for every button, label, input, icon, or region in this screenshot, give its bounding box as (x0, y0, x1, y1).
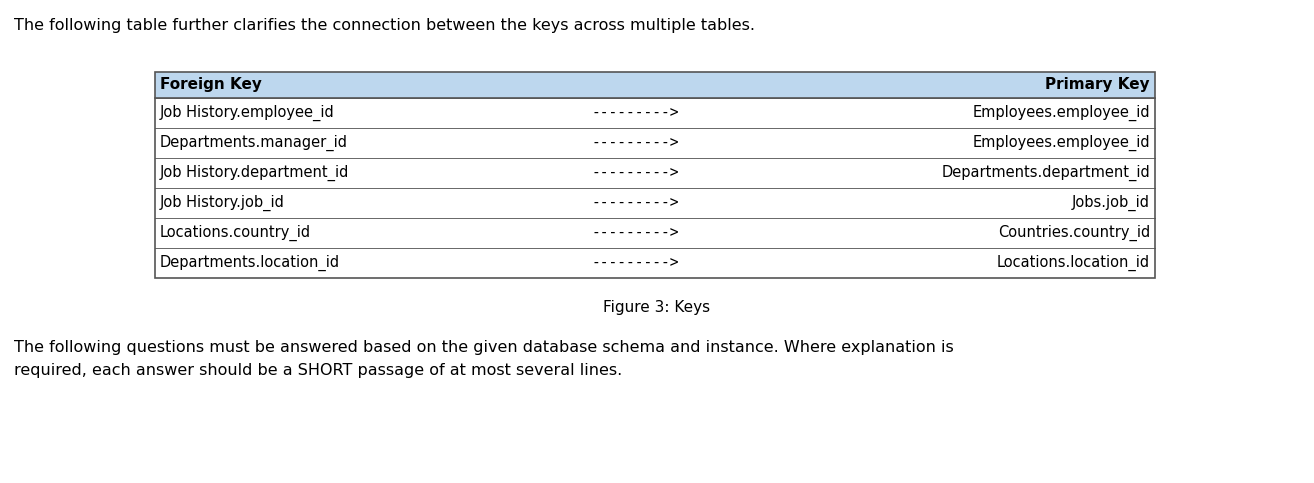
Bar (155, 128, 1155, 158)
Bar (155, 218, 1155, 248)
Text: --------->: ---------> (591, 226, 679, 241)
Text: --------->: ---------> (591, 196, 679, 211)
Bar (155, 72, 1155, 278)
Text: The following table further clarifies the connection between the keys across mul: The following table further clarifies th… (14, 18, 756, 33)
Bar (155, 158, 1155, 188)
Text: Jobs.job_id: Jobs.job_id (1072, 195, 1150, 211)
Text: Job History.department_id: Job History.department_id (160, 165, 350, 181)
Text: Employees.employee_id: Employees.employee_id (972, 135, 1150, 151)
Text: Primary Key: Primary Key (1046, 77, 1150, 93)
Bar (155, 188, 1155, 218)
Text: Figure 3: Keys: Figure 3: Keys (603, 300, 711, 315)
Text: Departments.department_id: Departments.department_id (941, 165, 1150, 181)
Bar (155, 72, 1155, 98)
Text: Departments.location_id: Departments.location_id (160, 255, 340, 271)
Text: Departments.manager_id: Departments.manager_id (160, 135, 348, 151)
Bar (155, 248, 1155, 278)
Text: --------->: ---------> (591, 256, 679, 270)
Bar (155, 98, 1155, 128)
Text: The following questions must be answered based on the given database schema and : The following questions must be answered… (14, 340, 954, 378)
Text: Job History.job_id: Job History.job_id (160, 195, 285, 211)
Text: Foreign Key: Foreign Key (160, 77, 261, 93)
Text: --------->: ---------> (591, 105, 679, 120)
Text: Locations.location_id: Locations.location_id (997, 255, 1150, 271)
Text: Locations.country_id: Locations.country_id (160, 225, 311, 241)
Text: Employees.employee_id: Employees.employee_id (972, 105, 1150, 121)
Text: --------->: ---------> (591, 166, 679, 181)
Text: Job History.employee_id: Job History.employee_id (160, 105, 335, 121)
Text: Countries.country_id: Countries.country_id (997, 225, 1150, 241)
Text: --------->: ---------> (591, 136, 679, 151)
